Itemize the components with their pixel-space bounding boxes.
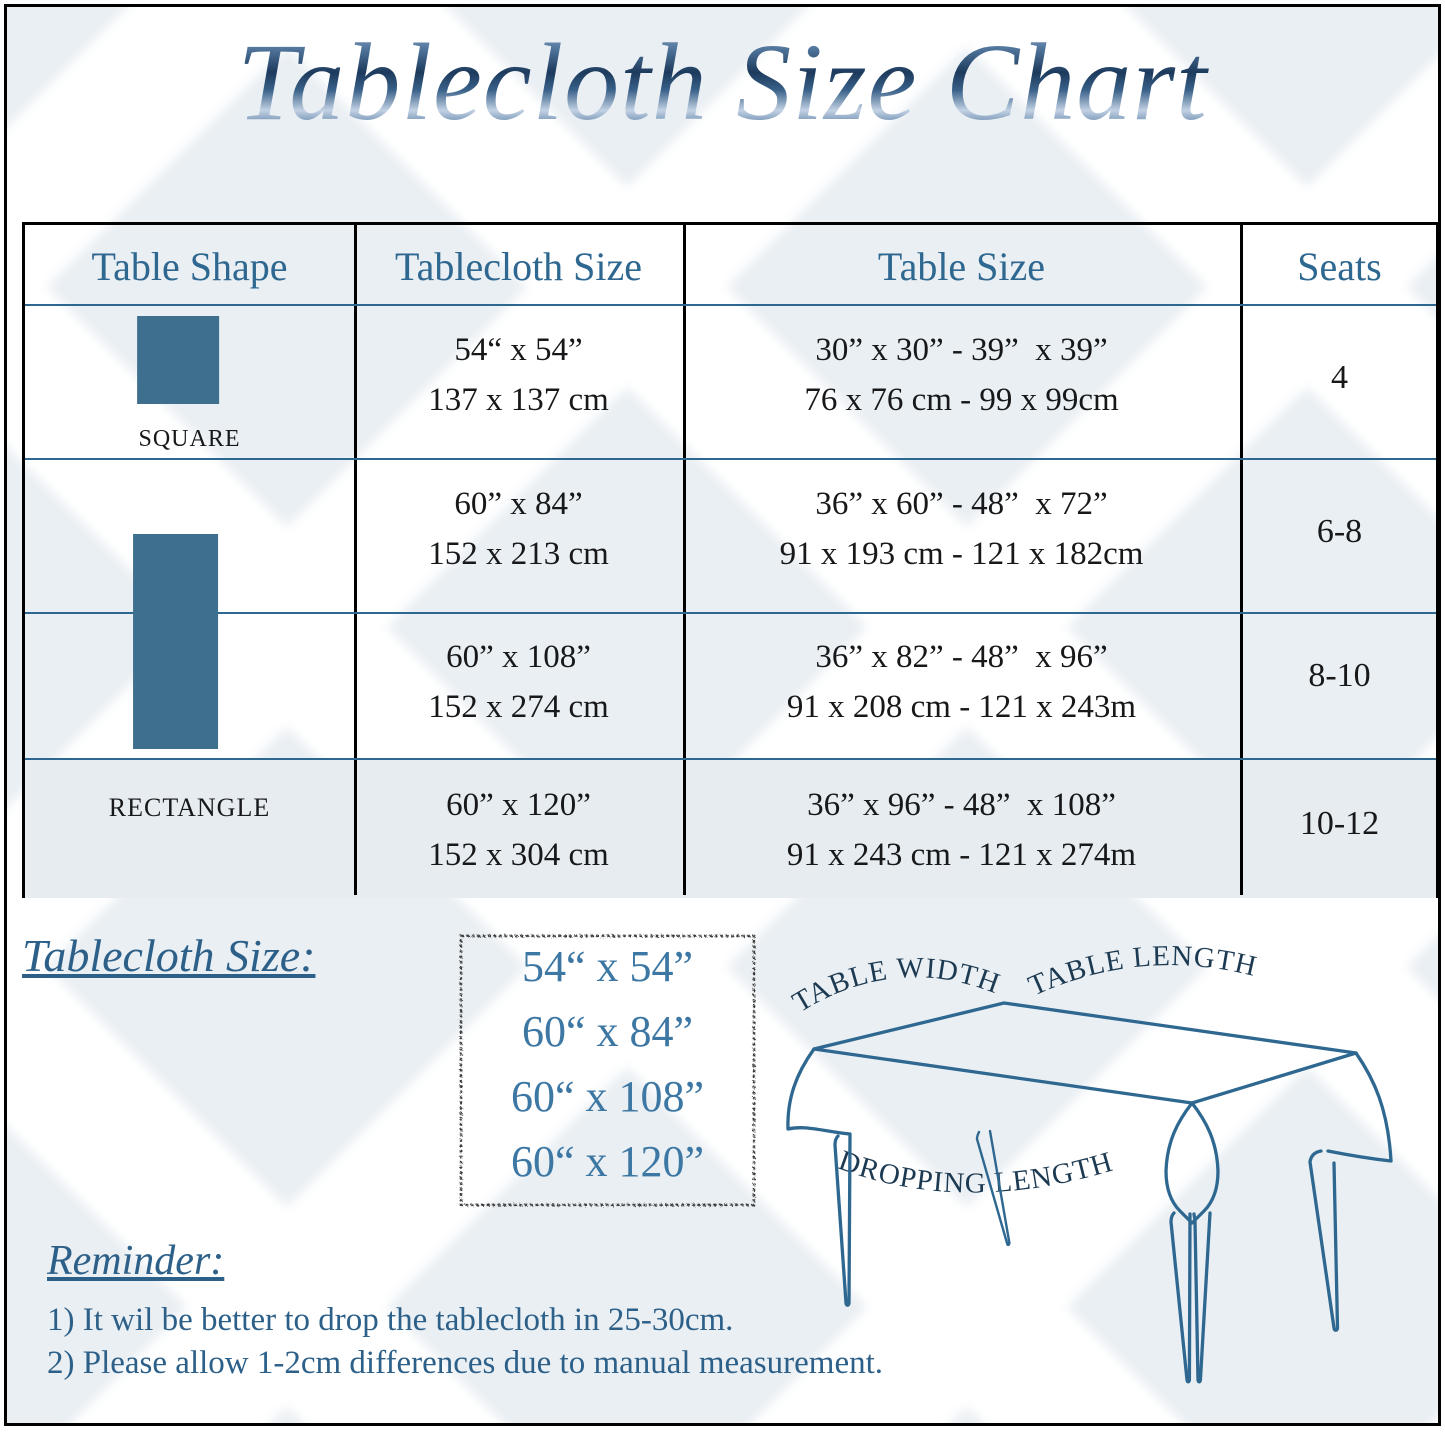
- svg-text:TABLE WIDTH: TABLE WIDTH: [787, 952, 1004, 1019]
- svg-text:DROPPING LENGTH: DROPPING LENGTH: [835, 1144, 1117, 1199]
- svg-text:TABLE LENGTH: TABLE LENGTH: [1024, 940, 1260, 1002]
